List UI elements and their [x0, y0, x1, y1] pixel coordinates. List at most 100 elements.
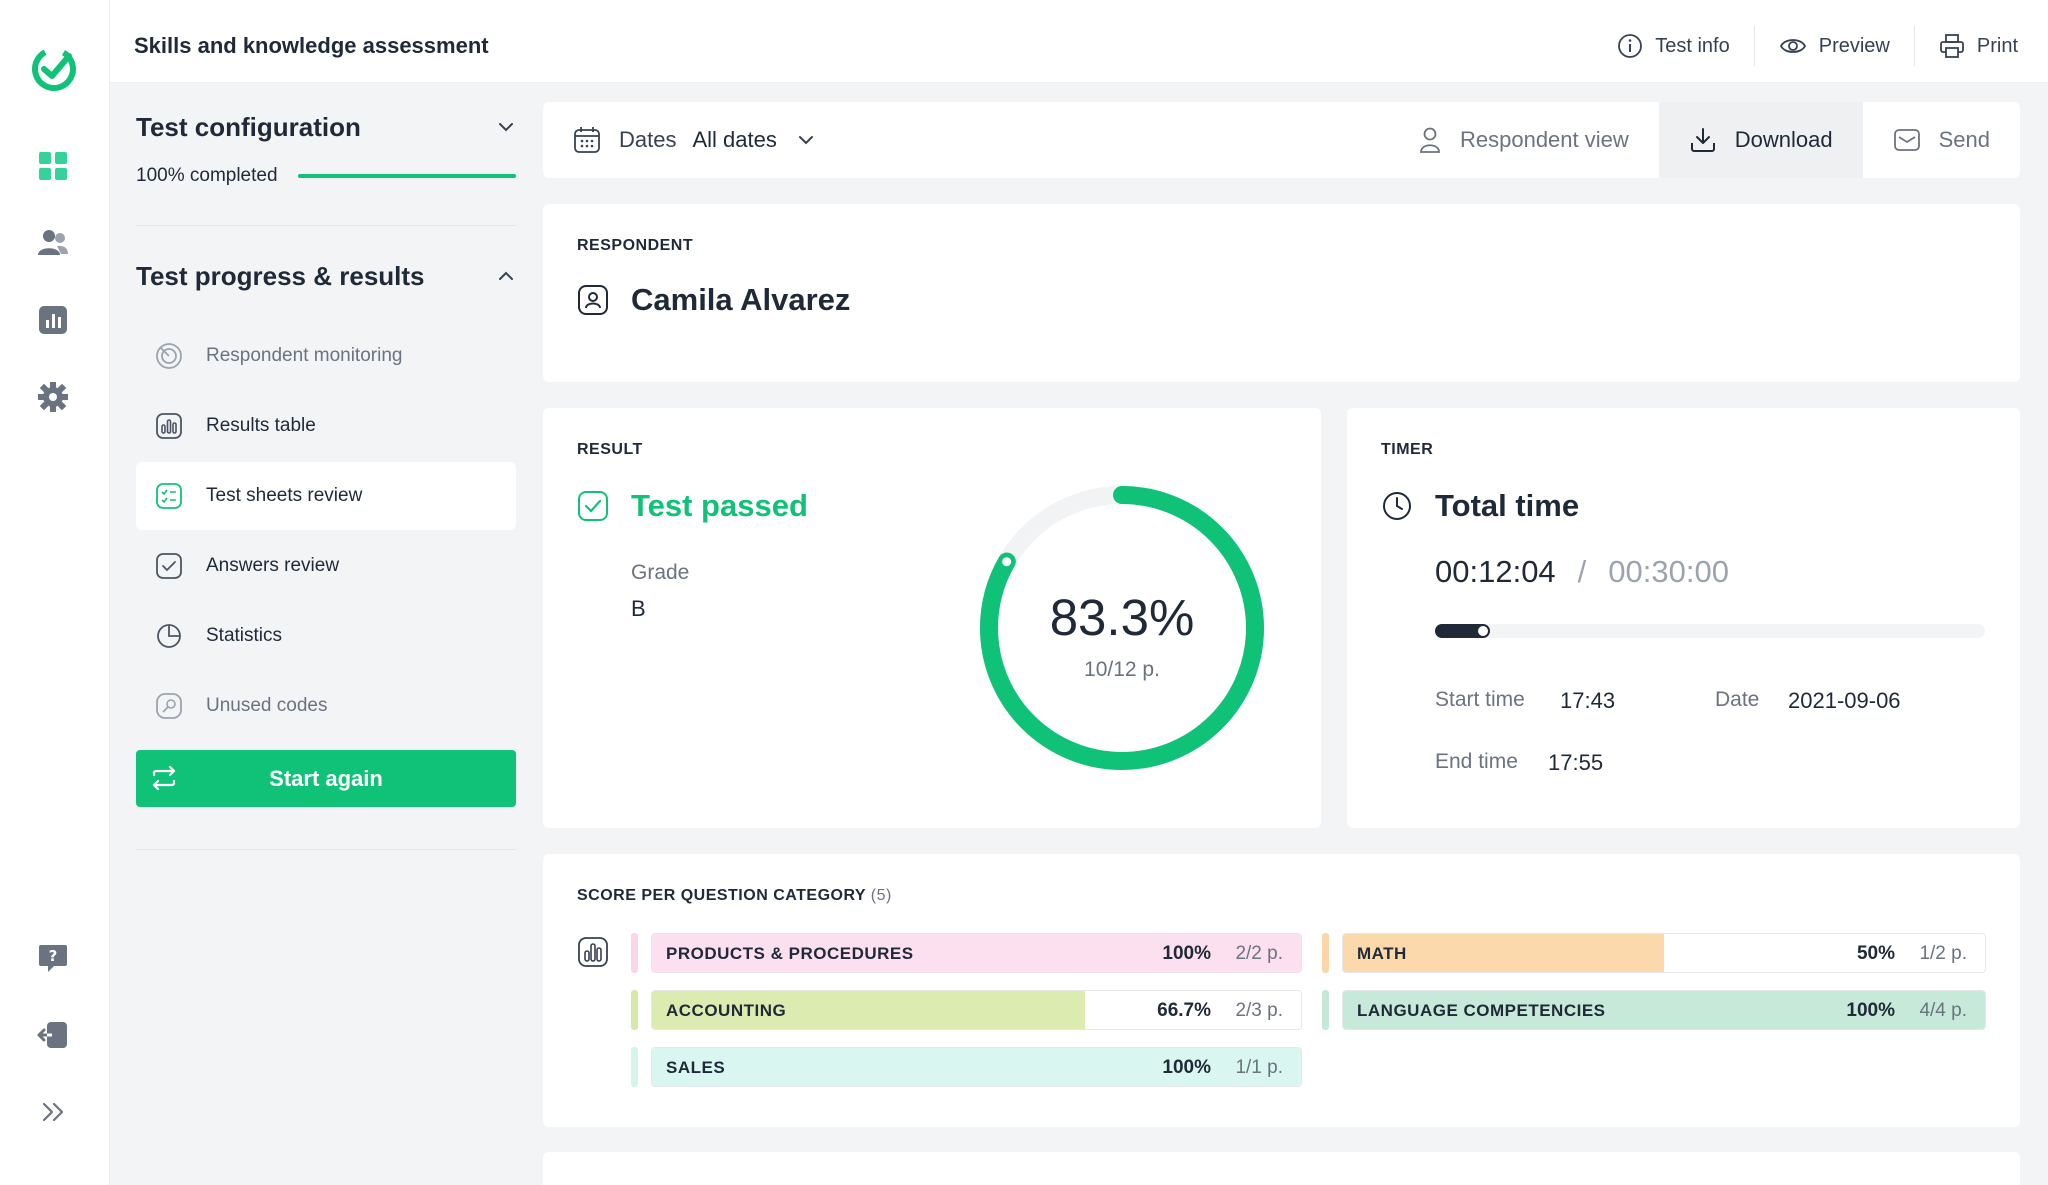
app-title: Skills and knowledge assessment [134, 33, 489, 58]
dashboard-icon[interactable] [34, 147, 72, 185]
category-points: 2/3 p. [1235, 1000, 1283, 1021]
date-value: 2021-09-06 [1788, 688, 1901, 713]
chevron-down-icon[interactable] [795, 129, 817, 151]
expand-icon[interactable] [34, 1093, 72, 1131]
results-section-title: Test progress & results [136, 260, 425, 291]
category-bar: LANGUAGE COMPETENCIES 100% 4/4 p. [1342, 990, 1986, 1030]
logout-icon[interactable] [34, 1016, 72, 1054]
config-progress: 100% completed [136, 165, 516, 187]
category-marker [631, 1047, 638, 1087]
answers-review-icon [154, 551, 184, 581]
category-fill [1343, 991, 1985, 1029]
nav-answers-review[interactable]: Answers review [136, 532, 516, 600]
codes-icon [154, 691, 184, 721]
category-marker [631, 933, 638, 973]
settings-icon[interactable] [34, 378, 72, 416]
category-percent: 66.7% [1157, 1000, 1211, 1021]
category-name: PRODUCTS & PROCEDURES [666, 944, 914, 963]
calendar-icon [574, 127, 600, 153]
category-points: 4/4 p. [1919, 1000, 1967, 1021]
timer-label: TIMER [1381, 441, 1434, 458]
reports-icon[interactable] [34, 301, 72, 339]
nav-respondent-monitoring[interactable]: Respondent monitoring [136, 322, 516, 390]
category-bar: PRODUCTS & PROCEDURES 100% 2/2 p. [651, 933, 1302, 973]
start-again-button[interactable]: Start again [136, 750, 516, 807]
check-box-icon [578, 491, 608, 521]
end-time-value: 17:55 [1548, 750, 1604, 775]
users-icon[interactable] [34, 224, 72, 262]
help-icon[interactable]: ? [34, 939, 72, 977]
config-section-header[interactable]: Test configuration [136, 97, 516, 157]
top-bar: Skills and knowledge assessment Test inf… [110, 0, 2048, 83]
start-time-value: 17:43 [1560, 688, 1616, 713]
send-button[interactable]: Send [1863, 102, 2020, 178]
print-button[interactable]: Print [1913, 26, 2018, 66]
eye-icon [1779, 39, 1806, 53]
dates-value[interactable]: All dates [692, 127, 777, 152]
nav-results-table[interactable]: Results table [136, 392, 516, 460]
info-icon [1618, 34, 1643, 58]
category-name: SALES [666, 1058, 726, 1077]
send-label: Send [1938, 127, 1990, 152]
category-fill [652, 934, 1301, 972]
respondent-view-button[interactable]: Respondent view [1388, 102, 1659, 178]
grade-label: Grade [631, 561, 690, 584]
chevron-down-icon[interactable] [496, 117, 516, 137]
download-button[interactable]: Download [1658, 102, 1863, 178]
clock-icon [1383, 492, 1411, 520]
time-progress-track [1435, 624, 1985, 638]
toolbar-actions: Respondent view Download Send [1388, 102, 2020, 178]
category-row: LANGUAGE COMPETENCIES 100% 4/4 p. [1322, 990, 1986, 1030]
donut-arc [980, 486, 1264, 770]
category-fill [652, 991, 1085, 1029]
preview-button[interactable]: Preview [1753, 26, 1914, 66]
category-percent: 100% [1162, 943, 1211, 964]
results-section-header[interactable]: Test progress & results [136, 246, 516, 306]
timer-title-row: Total time [1381, 488, 1579, 524]
result-label: RESULT [577, 441, 643, 458]
config-section-title: Test configuration [136, 111, 361, 142]
config-progress-track [297, 174, 516, 178]
top-actions: Test info Preview Print [1593, 26, 2018, 66]
nav-test-sheets-review[interactable]: Test sheets review [136, 462, 516, 530]
time-limit: 00:30:00 [1608, 554, 1729, 589]
score-points: 10/12 p. [1084, 658, 1160, 681]
result-status: Test passed [577, 488, 808, 524]
category-name: LANGUAGE COMPETENCIES [1357, 1001, 1606, 1020]
respondent-card: RESPONDENT Camila Alvarez [543, 204, 2020, 382]
grade-value: B [631, 596, 646, 621]
test-sheets-icon [154, 481, 184, 511]
score-donut [980, 486, 1264, 770]
id-badge-icon [578, 285, 608, 315]
app-logo-icon[interactable] [29, 44, 79, 94]
divider [136, 849, 516, 850]
config-progress-fill [297, 174, 516, 178]
nav-unused-codes[interactable]: Unused codes [136, 672, 516, 740]
start-time-label: Start time [1435, 688, 1525, 711]
timer-title: Total time [1435, 488, 1580, 523]
respondent-name-row: Camila Alvarez [577, 282, 850, 318]
chevron-up-icon[interactable] [496, 266, 516, 286]
config-progress-label: 100% completed [136, 165, 278, 186]
category-bar: SALES 100% 1/1 p. [651, 1047, 1302, 1087]
respondent-name: Camila Alvarez [631, 282, 851, 317]
results-nav: Respondent monitoring Results table Test… [136, 322, 516, 850]
nav-label: Unused codes [206, 695, 328, 716]
envelope-icon [1893, 129, 1920, 151]
nav-statistics[interactable]: Statistics [136, 602, 516, 670]
category-scores-label: SCORE PER QUESTION CATEGORY (5) [577, 887, 892, 905]
dates-label: Dates [619, 127, 677, 152]
category-name: MATH [1357, 944, 1407, 963]
category-bar: MATH 50% 1/2 p. [1342, 933, 1986, 973]
category-count: (5) [870, 887, 892, 904]
category-fill [1343, 934, 1664, 972]
time-separator: / [1577, 554, 1587, 589]
printer-icon [1939, 34, 1964, 58]
secondary-sidebar: Test configuration 100% completed Test p… [136, 83, 516, 850]
category-points: 1/2 p. [1919, 943, 1967, 964]
statistics-icon [154, 621, 184, 651]
dates-filter[interactable]: Dates All dates [543, 126, 817, 154]
category-percent: 100% [1846, 1000, 1895, 1021]
category-scores-title: SCORE PER QUESTION CATEGORY [577, 887, 866, 904]
test-info-button[interactable]: Test info [1593, 26, 1753, 66]
